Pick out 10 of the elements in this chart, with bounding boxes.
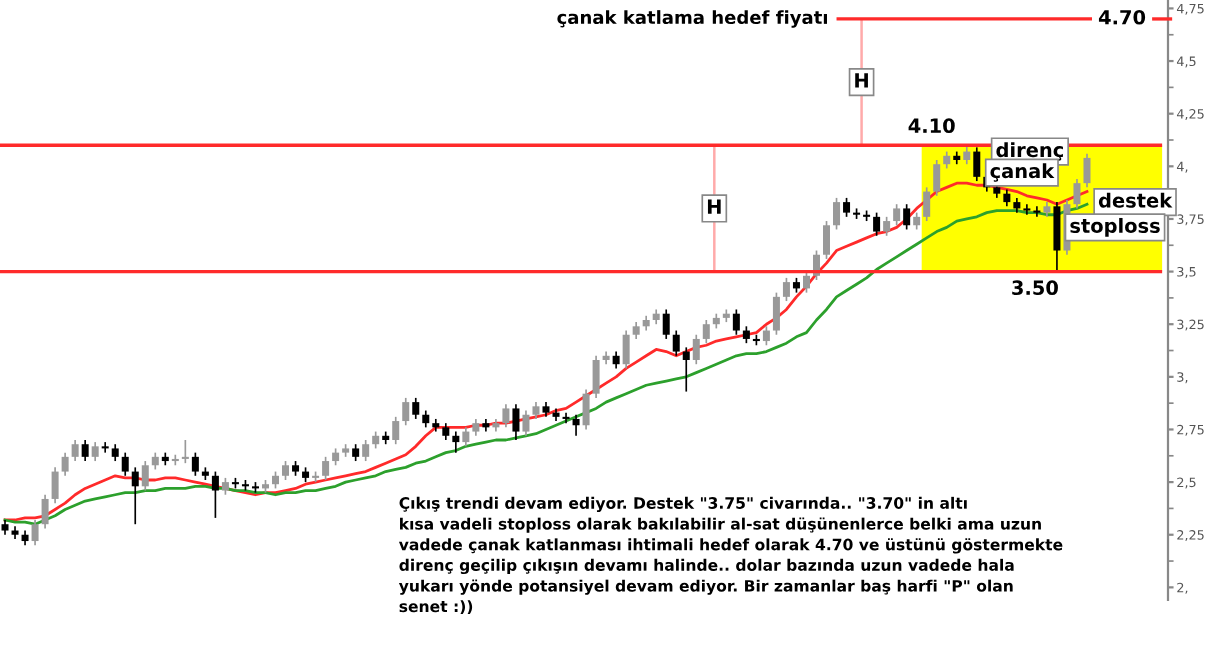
annotation: stoploss (1070, 217, 1160, 237)
ref-line-label: 4.70 (1098, 9, 1146, 25)
text: destek (1098, 192, 1173, 208)
annotation: H (707, 199, 721, 214)
annotation: çanak (990, 163, 1055, 182)
annotation: direnç (996, 142, 1063, 161)
annotation: çanak katlama hedef fiyatı (557, 10, 827, 28)
annotation: H (855, 73, 868, 88)
ref-line-label: 3.50 (1012, 280, 1058, 296)
ref-line-label: 4.10 (908, 118, 955, 134)
